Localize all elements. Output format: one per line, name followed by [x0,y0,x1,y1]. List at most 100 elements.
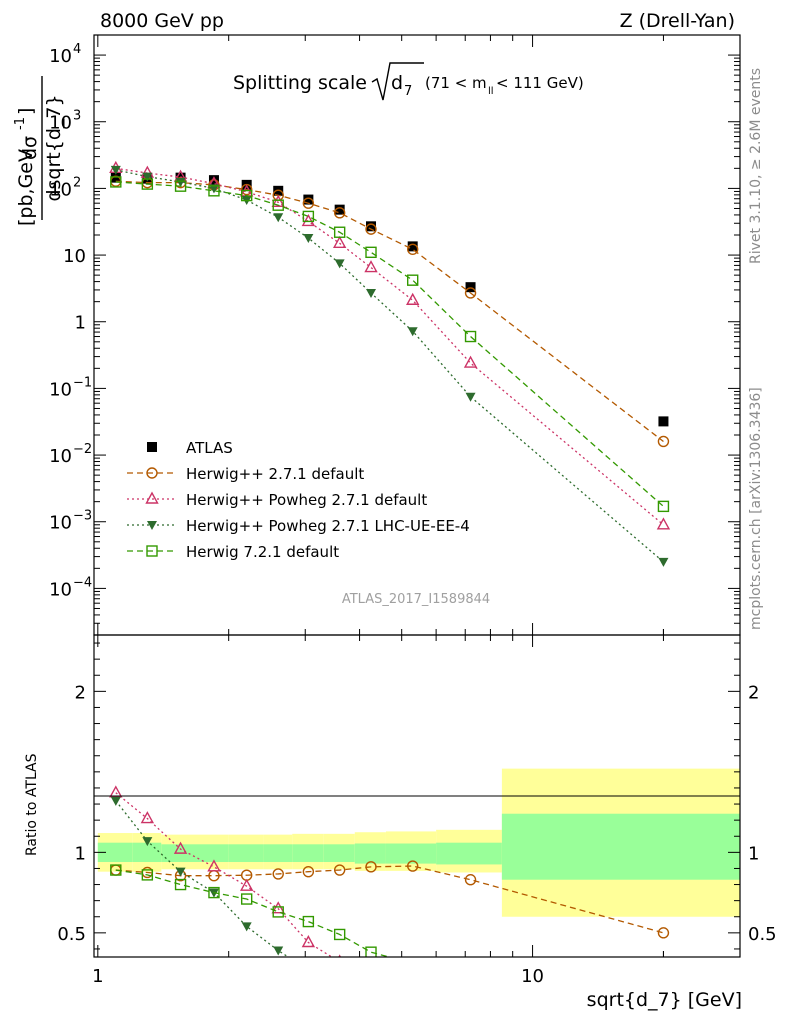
series-1-main-point-7 [333,207,346,219]
legend-label-2: Herwig++ Powheg 2.7.1 default [186,491,427,509]
series-2-main-point-5 [271,194,285,207]
series-3-main-point-1 [142,172,153,182]
y-tick-label-exp-7: −3 [73,509,92,524]
y-unit-open: [pb,GeV [15,149,37,226]
band-inner-5 [263,844,293,863]
ratio-tick-label-right-2: 2 [748,682,759,703]
ratio-tick-label-right-0: 0.5 [748,924,777,945]
axis-ticks [94,34,741,957]
legend-label-0: ATLAS [186,439,233,457]
y-tick-label-3: 10 [63,246,86,267]
series-4-main-point-0 [110,176,122,188]
series-2-main-point-10 [463,355,478,368]
series-2-main-point-11 [656,517,671,530]
rivet-version-label: Rivet 3.1.10, ≥ 2.6M events [748,68,764,264]
x-tick-label-0: 1 [92,966,103,987]
y-tick-label-8: 10 −4 [49,575,92,600]
series-4-main-point-10 [464,330,477,343]
series-4-ratio-point-4 [240,893,253,905]
series-4-ratio-point-5 [272,906,284,918]
y-axis-label: dσ dsqrt{d_7} [19,76,65,220]
y-tick-label-exp-6: −2 [73,442,92,457]
x-axis-label: sqrt{d_7} [GeV] [587,989,742,1011]
series-4-main-point-5 [272,199,284,211]
header-right: Z (Drell-Yan) [620,10,735,32]
series-2-ratio-point-8 [366,969,377,979]
band-inner-1 [132,842,162,863]
series-3-ratio-point-7 [335,984,345,993]
y-tick-label-base-0: 10 [49,46,72,67]
band-inner-10 [436,842,502,865]
series-3-ratio-point-2 [175,867,186,877]
series-3-ratio-point-6 [303,966,313,975]
y-tick-label-exp-2: 2 [73,175,81,190]
series-3-ratio-point-4 [241,922,252,932]
series-4-ratio-point-0 [110,864,122,876]
series-1-ratio-point-10 [464,874,477,886]
series-4-ratio-point-9 [408,958,418,968]
y-tick-label-6: 10 −2 [49,442,92,467]
y-tick-label-base-5: 10 [49,379,72,400]
y-label-denominator: dsqrt{d_7} [43,94,65,201]
legend-marker-4 [146,545,158,557]
series-4-ratio-point-3 [208,886,220,899]
y-unit-exponent: -1 [13,117,28,130]
series-1-main-point-11 [657,435,670,448]
title-cut-sub: ll [488,86,494,97]
y-tick-label-exp-0: 4 [73,42,81,57]
band-inner-0 [97,842,133,863]
x-tick-label-1: 10 [521,966,544,987]
series-3-ratio-point-9 [408,1001,418,1010]
y-tick-label-base-7: 10 [49,513,72,534]
series-4-ratio-point-10 [466,979,476,989]
series-4-main-point-8 [365,246,377,259]
series-3-main-point-6 [303,234,314,244]
series-2-ratio-point-5 [271,901,285,914]
band-inner-4 [228,844,264,863]
series-3-ratio-point-8 [366,993,376,1002]
y-tick-label-exp-8: −4 [73,575,92,590]
series-0-main-point-6 [303,194,314,205]
ratio-plot-frame [93,634,741,958]
title-cut-open: (71 < m [425,74,487,92]
y-label-numerator: dσ [19,136,41,160]
series-3-main-point-2 [175,177,186,187]
series-0-main-point-7 [334,204,345,215]
band-inner-3 [198,844,229,863]
sqrt-symbol-icon [371,62,424,101]
series-2-ratio-point-3 [207,859,221,872]
title-subscript: 7 [404,84,412,99]
series-2-main-point-8 [364,260,378,273]
series-3-ratio-point-1 [142,837,153,847]
y-tick-label-base-2: 10 [49,179,72,200]
band-inner-6 [292,844,324,863]
series-2-ratio-point-2 [173,841,188,854]
series-4-main-point-3 [208,185,220,197]
ratio-y-axis-label: Ratio to ATLAS [24,753,40,856]
band-inner-8 [354,843,386,864]
mcplots-label: mcplots.cern.ch [arXiv:1306.3436] [748,387,764,630]
y-tick-label-0: 10 4 [49,42,81,67]
legend-marker-1 [146,467,158,479]
series-4-main-point-7 [333,226,346,238]
ratio-tick-label-left-2: 2 [75,682,86,703]
legend-marker-2 [145,491,159,504]
y-tick-label-1: 10 3 [49,109,81,134]
y-tick-label-exp-1: 3 [73,109,81,124]
series-1-ratio-point-6 [302,865,315,878]
series-2-ratio-point-10 [465,996,476,1006]
series-2-main-point-7 [332,235,347,249]
main-plot-series [109,160,671,567]
legend-label-1: Herwig++ 2.7.1 default [186,465,364,483]
series-3-main-point-9 [407,327,418,337]
series-2-ratio-point-4 [240,878,254,891]
analysis-label: ATLAS_2017_I1589844 [342,592,490,607]
series-2-main-point-6 [301,213,316,227]
series-3-main-point-3 [208,184,219,194]
series-2-main-point-9 [406,292,420,305]
band-inner-11 [501,813,740,880]
series-1-ratio-point-9 [406,860,419,872]
series-4-ratio-point-8 [365,946,377,957]
y-tick-label-exp-5: −1 [73,375,92,390]
ratio-plot-series [109,785,670,1010]
